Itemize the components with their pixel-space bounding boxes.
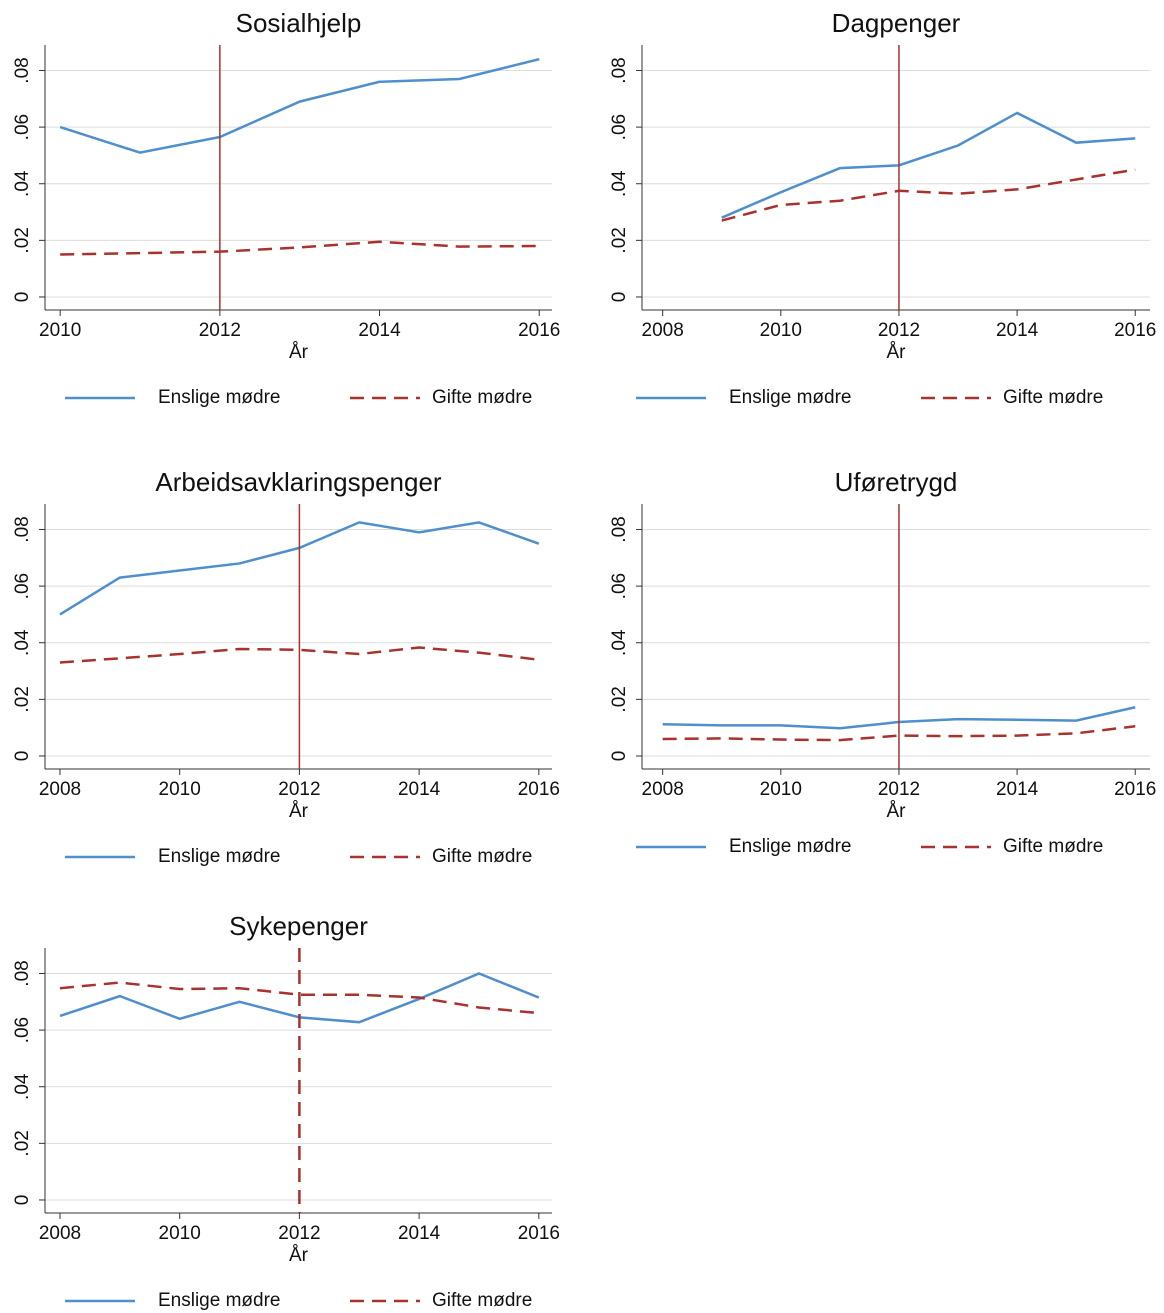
legend-label: Gifte mødre [1003, 836, 1103, 857]
x-tick-label: 2014 [398, 779, 441, 800]
x-tick-label: 2008 [642, 320, 684, 341]
y-tick-label: .06 [609, 573, 630, 599]
x-axis-label: År [289, 1245, 309, 1266]
x-tick-label: 2012 [199, 320, 241, 341]
y-tick-label: .02 [12, 686, 33, 712]
x-tick-label: 2014 [358, 320, 401, 341]
panel-title: Dagpenger [832, 8, 961, 38]
series-line [59, 57, 540, 154]
series-line [721, 168, 1136, 222]
y-tick-label: .06 [609, 114, 630, 140]
y-tick-label: .08 [609, 57, 630, 83]
series-line [59, 646, 539, 664]
y-tick-label: 0 [12, 292, 33, 303]
x-axis-label: År [289, 342, 309, 363]
panel-title: Uføretrygd [835, 467, 958, 497]
y-tick-label: .02 [12, 227, 33, 253]
y-tick-label: .06 [12, 1017, 33, 1043]
x-tick-label: 2012 [878, 320, 920, 341]
x-tick-label: 2016 [518, 320, 560, 341]
legend-label: Gifte mødre [1003, 387, 1103, 408]
y-tick-label: 0 [12, 1195, 33, 1206]
y-tick-label: 0 [12, 751, 33, 762]
y-tick-label: .02 [609, 686, 630, 712]
x-tick-label: 2012 [278, 779, 320, 800]
x-tick-label: 2010 [159, 1223, 201, 1244]
y-tick-label: .06 [12, 114, 33, 140]
legend-label: Enslige mødre [158, 387, 281, 408]
x-tick-label: 2016 [518, 779, 560, 800]
x-axis-label: År [887, 801, 907, 822]
legend-label: Enslige mødre [729, 387, 852, 408]
legend-label: Gifte mødre [432, 1290, 532, 1311]
series-line [60, 240, 540, 256]
y-tick-label: .08 [609, 516, 630, 542]
x-tick-label: 2008 [642, 779, 684, 800]
y-tick-label: .04 [12, 1073, 33, 1100]
y-tick-label: .08 [12, 960, 33, 986]
x-tick-label: 2016 [1114, 320, 1156, 341]
x-tick-label: 2016 [1114, 779, 1156, 800]
series-line [721, 111, 1136, 219]
series-line [59, 981, 539, 1015]
y-tick-label: .08 [12, 516, 33, 542]
y-tick-label: .08 [12, 57, 33, 83]
x-tick-label: 2010 [760, 320, 802, 341]
x-axis-label: År [289, 801, 309, 822]
y-tick-label: 0 [609, 751, 630, 762]
legend-label: Enslige mødre [729, 836, 852, 857]
x-tick-label: 2012 [278, 1223, 320, 1244]
y-tick-label: .04 [609, 629, 630, 656]
x-axis-label: År [887, 342, 907, 363]
x-tick-label: 2008 [39, 779, 81, 800]
y-tick-label: 0 [609, 292, 630, 303]
legend-label: Gifte mødre [432, 387, 532, 408]
x-tick-label: 2010 [159, 779, 201, 800]
legend-label: Enslige mødre [158, 846, 281, 867]
legend-label: Gifte mødre [432, 846, 532, 867]
x-tick-label: 2016 [518, 1223, 560, 1244]
x-tick-label: 2010 [39, 320, 81, 341]
panel-title: Arbeidsavklaringspenger [155, 467, 442, 497]
series-line [662, 725, 1136, 742]
y-tick-label: .02 [12, 1130, 33, 1156]
x-tick-label: 2014 [398, 1223, 441, 1244]
legend-label: Enslige mødre [158, 1290, 281, 1311]
y-tick-label: .04 [12, 629, 33, 656]
y-tick-label: .04 [609, 170, 630, 197]
panel-title: Sykepenger [229, 911, 368, 941]
x-tick-label: 2010 [760, 779, 802, 800]
x-tick-label: 2012 [878, 779, 920, 800]
panel-title: Sosialhjelp [236, 8, 362, 38]
x-tick-label: 2008 [39, 1223, 81, 1244]
y-tick-label: .06 [12, 573, 33, 599]
y-tick-label: .04 [12, 170, 33, 197]
x-tick-label: 2014 [996, 779, 1039, 800]
y-tick-label: .02 [609, 227, 630, 253]
x-tick-label: 2014 [996, 320, 1039, 341]
